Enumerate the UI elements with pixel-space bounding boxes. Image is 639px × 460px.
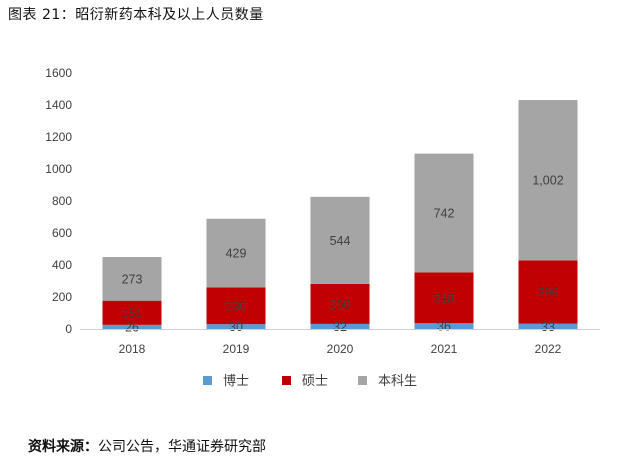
x-tick-label: 2021 xyxy=(431,342,458,356)
bar-segment xyxy=(414,153,474,273)
y-tick-label: 1200 xyxy=(45,130,72,144)
bar-segment xyxy=(414,272,474,324)
x-tick-label: 2019 xyxy=(223,342,250,356)
bar-value-label: 230 xyxy=(226,299,247,313)
legend-label: 硕士 xyxy=(302,373,328,388)
bars xyxy=(102,100,578,329)
y-tick-label: 800 xyxy=(52,194,72,208)
source-note: 资料来源：公司公告，华通证券研究部 xyxy=(28,436,266,456)
bar-segment xyxy=(518,260,578,324)
bar-segment xyxy=(102,324,162,329)
source-label: 资料来源： xyxy=(28,439,98,455)
legend: 博士 硕士 本科生 xyxy=(203,373,417,388)
bar-value-label: 544 xyxy=(330,234,351,248)
bar-segment xyxy=(102,257,162,301)
bar-value-label: 32 xyxy=(333,320,347,334)
bar-value-label: 151 xyxy=(122,306,143,320)
y-axis: 0 200 400 600 800 1000 1200 1400 1600 xyxy=(45,66,72,336)
bar-value-label: 318 xyxy=(434,291,455,305)
bar-value-label: 250 xyxy=(330,297,351,311)
y-tick-label: 1600 xyxy=(45,66,72,80)
legend-swatch xyxy=(282,376,291,385)
legend-label: 本科生 xyxy=(378,373,417,388)
legend-swatch xyxy=(358,376,367,385)
bar-value-label: 36 xyxy=(437,320,451,334)
bar-value-label: 429 xyxy=(226,247,247,261)
bar-value-label: 30 xyxy=(229,320,243,334)
bar-value-label: 1,002 xyxy=(532,174,563,188)
y-tick-label: 1400 xyxy=(45,98,72,112)
bar-value-label: 273 xyxy=(122,272,143,286)
bar-segment xyxy=(414,323,474,329)
x-axis: 2018 2019 2020 2021 2022 xyxy=(80,329,600,356)
bar-value-label: 26 xyxy=(125,320,139,334)
bar-segment xyxy=(102,300,162,325)
bar-segment xyxy=(310,323,370,329)
y-tick-label: 400 xyxy=(52,258,72,272)
x-tick-label: 2022 xyxy=(535,342,562,356)
bar-segment xyxy=(206,287,266,325)
x-tick-label: 2020 xyxy=(327,342,354,356)
y-tick-label: 200 xyxy=(52,290,72,304)
y-tick-label: 1000 xyxy=(45,162,72,176)
bar-value-label: 742 xyxy=(434,207,455,221)
bar-segment xyxy=(518,100,578,261)
bar-segment xyxy=(206,218,266,288)
bar-segment xyxy=(518,323,578,329)
legend-label: 博士 xyxy=(223,373,249,388)
x-tick-label: 2018 xyxy=(119,342,146,356)
y-tick-label: 0 xyxy=(65,322,72,336)
y-tick-label: 600 xyxy=(52,226,72,240)
bar-segment xyxy=(310,196,370,284)
figure-title: 图表 21：昭衍新药本科及以上人员数量 xyxy=(8,7,264,23)
bar-value-label: 396 xyxy=(538,286,559,300)
bar-segment xyxy=(206,324,266,329)
legend-swatch xyxy=(203,376,212,385)
bar-segment xyxy=(310,283,370,324)
source-text: 公司公告，华通证券研究部 xyxy=(98,439,266,455)
bar-value-label: 33 xyxy=(541,320,555,334)
